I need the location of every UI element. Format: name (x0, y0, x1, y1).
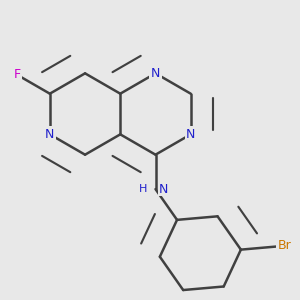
Text: N: N (45, 128, 55, 141)
Text: H: H (139, 184, 148, 194)
Text: F: F (14, 68, 21, 81)
Text: N: N (151, 67, 160, 80)
Text: N: N (186, 128, 195, 141)
Text: Br: Br (278, 239, 291, 252)
Text: N: N (159, 183, 168, 196)
